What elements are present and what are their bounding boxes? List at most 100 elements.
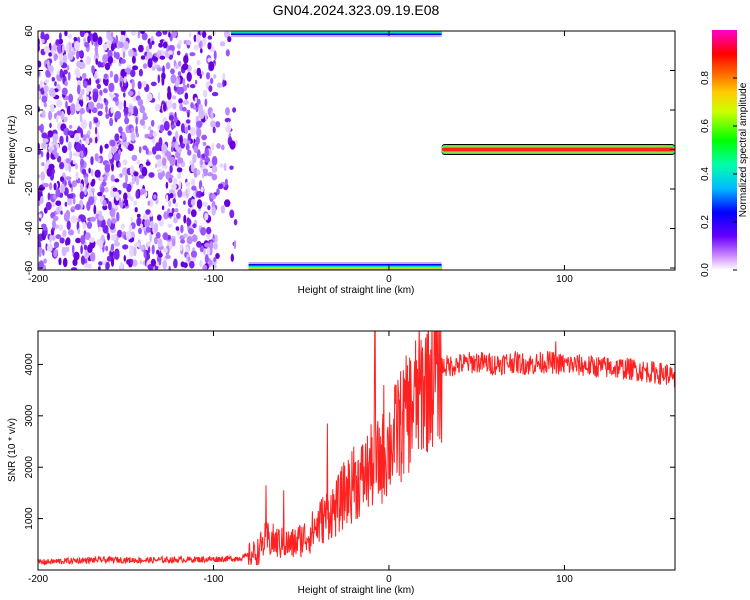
spectrogram-point [210,46,215,53]
spectrogram-point [172,198,176,204]
spectrogram-point [142,63,148,69]
spectrogram-point [163,211,169,220]
spectrogram-point [120,58,126,64]
spectrogram-point [185,143,190,151]
spectrogram-point [130,127,135,133]
spectrogram-point [153,222,159,233]
spectrogram-point [139,188,146,194]
spectrogram-point [67,197,73,206]
spectrogram-point [173,258,178,269]
spectrogram-point [139,223,144,229]
colorbar-tick-label: 0.6 [700,119,711,133]
spectrogram-point [178,40,182,46]
spectrogram-point [58,257,62,266]
spectrogram-point [59,237,65,244]
spectrogram-point [175,62,178,70]
spectrogram-point [105,261,110,270]
spectrogram-point [145,226,151,233]
spectrogram-zero-frequency-line [441,147,675,152]
spectrogram-point [65,43,70,53]
spectrogram-point [68,163,72,173]
spectrogram-point [216,82,223,88]
snr-x-tick-label: -100 [203,574,223,585]
spectrogram-point [144,219,151,228]
spectrogram-point [224,117,231,123]
spectrogram-point [112,96,119,102]
spectrogram-point [186,109,191,114]
spectrogram-point [170,146,174,153]
spectrogram-point [162,232,169,241]
spectrogram-point [44,33,50,41]
spectrogram-point [86,221,93,229]
spectrogram-point [97,191,103,197]
spectrogram-point [173,217,178,224]
spectrogram-point [84,232,91,241]
spectrogram-point [196,120,203,128]
spectrogram-point [167,86,171,94]
spectrogram-point [204,242,211,248]
spectrogram-point [198,109,205,120]
spectrogram-point [137,98,144,107]
spectrogram-point [148,133,153,138]
spectrogram-point [171,31,177,38]
spectrogram-point [88,101,95,110]
spectrogram-point [178,180,182,190]
spectrogram-point [53,241,60,248]
spectrogram-point [38,90,41,100]
spectrogram-point [102,224,109,234]
spectrogram-point [118,101,123,111]
spectrogram-point [165,62,171,70]
spectrogram-point [97,36,103,46]
spectrogram-point [212,126,216,134]
spectrogram-point [162,157,167,166]
spectrogram-point [91,65,95,74]
spectrogram-point [71,244,75,255]
spectrogram-point [143,249,147,259]
spectrogram-point [161,50,166,56]
spectrogram-point [155,154,162,160]
spectrogram-point [110,31,114,38]
spectrogram-point [66,65,70,71]
spectrogram-point [123,76,127,84]
spectrogram-point [119,81,123,88]
spectrogram-point [208,257,212,268]
spectrogram-point [75,142,82,153]
spectrogram-point [168,114,174,121]
snr-y-tick-label: 2000 [24,456,35,479]
spectrogram-point [79,107,85,115]
spectrogram-point [70,267,78,270]
spectrogram-point [53,249,58,258]
spectrogram-point [127,90,134,97]
spectrogram-point [183,55,189,64]
spectrogram-point [110,106,114,114]
colorbar-label: Normalized spectral amplitude [738,82,749,217]
spectrogram-point [167,208,171,215]
spectrogram-point [98,226,101,232]
spectrogram-point [181,266,185,270]
spectrogram-point [96,83,102,89]
spectrogram-point [119,201,124,209]
spectrogram-y-axis-label: Frequency (Hz) [7,116,18,185]
spectrogram-point [113,249,120,260]
spectrogram-point [59,68,64,79]
spectrogram-point [186,40,192,46]
spectrogram-point [133,246,137,257]
snr-series-line [38,331,675,567]
spectrogram-point [105,113,110,119]
colorbar-tick-label: 0.4 [700,167,711,181]
spectrogram-point [46,151,50,160]
spectrogram-point [150,119,155,127]
spectrogram-point [187,133,192,141]
spectrogram-point [107,152,113,160]
snr-y-tick-label: 1000 [24,507,35,530]
spectrogram-point [161,205,165,211]
spectrogram-point [199,245,205,253]
spectrogram-point [74,68,80,77]
spectrogram-point [52,215,59,221]
spectrogram-point [42,182,49,188]
spectrogram-point [170,124,176,129]
spectrogram-point [80,245,83,255]
snr-y-tick-label: 4000 [24,353,35,376]
spectrogram-point [171,238,176,247]
spectrogram-point [87,244,93,254]
